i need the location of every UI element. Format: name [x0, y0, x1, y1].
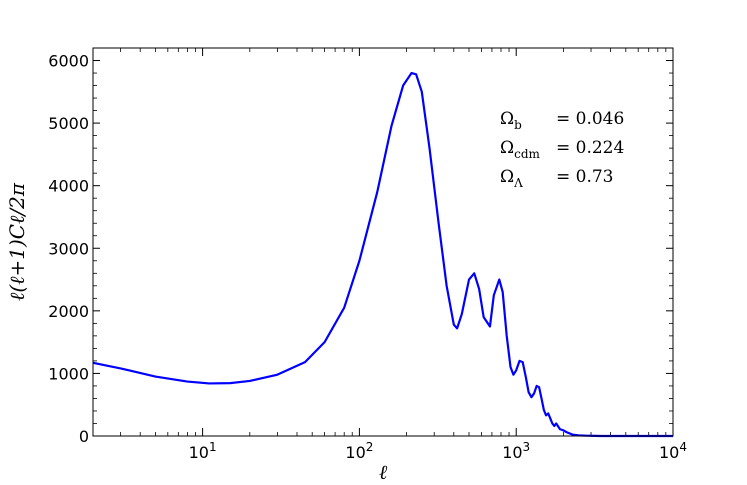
x-axis-label: ℓ	[379, 460, 388, 484]
y-axis-label: ℓ(ℓ+1)Cℓ/2π	[5, 182, 29, 301]
x-tick-label: 102	[345, 440, 373, 462]
plot-frame	[92, 47, 674, 437]
y-tick-label: 4000	[48, 177, 89, 196]
ticks	[92, 47, 674, 437]
tick-labels: 0 1000 2000 3000 4000 5000 6000 101 102 103 104	[48, 52, 687, 462]
y-tick-label: 5000	[48, 114, 89, 133]
y-tick-label: 3000	[48, 239, 89, 258]
annotation-2-value: = 0.224	[556, 138, 624, 158]
x-tick-label: 103	[502, 440, 530, 462]
annotations: Ωb = 0.046 Ωcdm = 0.224 ΩΛ = 0.73	[500, 109, 624, 190]
y-tick-label: 0	[79, 427, 89, 446]
annotation-3-value: = 0.73	[556, 167, 614, 187]
x-tick-label: 101	[189, 440, 217, 462]
annotation-1-label: Ωb	[500, 109, 522, 132]
x-tick-label: 104	[659, 440, 687, 462]
annotation-1-value: = 0.046	[556, 109, 624, 129]
y-tick-label: 1000	[48, 364, 89, 383]
series-line	[92, 71, 673, 438]
y-tick-label: 2000	[48, 302, 89, 321]
annotation-2-label: Ωcdm	[500, 138, 541, 161]
y-tick-label: 6000	[48, 52, 89, 71]
annotation-3-label: ΩΛ	[500, 167, 523, 190]
